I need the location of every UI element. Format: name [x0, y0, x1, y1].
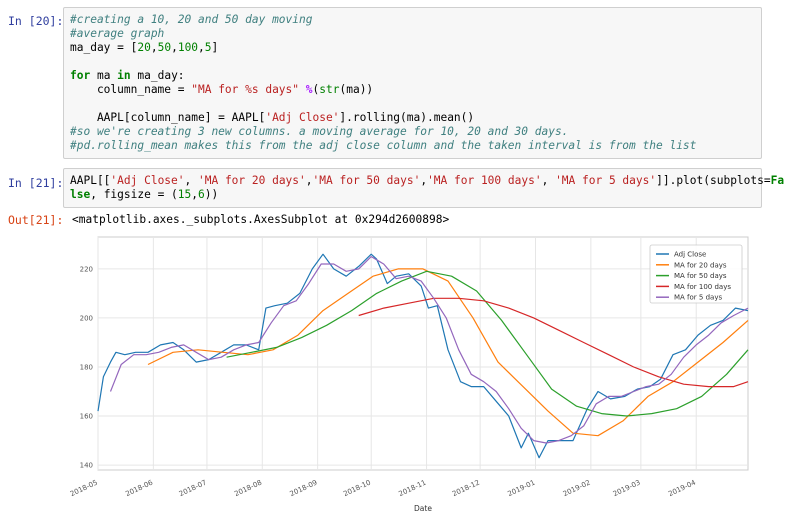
code-text: (ma)) [339, 83, 374, 96]
code-comment: #pd.rolling_mean makes this from the adj… [70, 139, 697, 152]
y-tick-label: 180 [80, 363, 93, 371]
legend-label: MA for 20 days [674, 261, 727, 269]
code-text: , figsize = ( [90, 188, 178, 201]
code-text: )) [204, 188, 219, 201]
x-tick-label: 2018-11 [398, 479, 428, 499]
code-keyword: in [117, 69, 131, 82]
y-tick-label: 160 [80, 413, 93, 421]
x-tick-label: 2018-10 [342, 479, 372, 499]
y-tick-label: 200 [80, 314, 93, 322]
x-tick-label: 2018-06 [124, 478, 154, 498]
code-editor-21[interactable]: AAPL[['Adj Close', 'MA for 20 days','MA … [63, 168, 784, 208]
series-line [226, 270, 749, 417]
legend-label: MA for 50 days [674, 272, 727, 280]
legend-box [649, 244, 743, 304]
code-string: 'Adj Close' [265, 111, 340, 124]
code-number: 50 [157, 41, 172, 54]
y-tick-label: 140 [80, 462, 93, 470]
x-tick-label: 2018-08 [233, 479, 263, 499]
code-operator: % [299, 83, 313, 96]
code-text: , [541, 174, 556, 187]
code-number: 6 [198, 188, 205, 201]
code-text: , [184, 174, 198, 187]
legend-label: Adj Close [674, 251, 706, 259]
code-text: ( [312, 83, 320, 96]
code-text: AAPL[column_name] = AAPL[ [70, 111, 266, 124]
x-axis-label: Date [414, 504, 432, 512]
x-tick-label: 2018-07 [178, 479, 208, 499]
x-tick-label: 2019-02 [562, 479, 592, 499]
code-text: , [150, 41, 158, 54]
y-tick-label: 220 [80, 265, 93, 273]
input-prompt-20: In [20]: [8, 14, 64, 28]
code-text: , [171, 41, 178, 54]
plot-frame [97, 236, 749, 471]
code-text: , [420, 174, 428, 187]
x-tick-label: 2018-12 [451, 479, 481, 499]
plot-output: 140 160 180 200 220 2018-05 2018-06 2018-07 2018… [69, 232, 760, 516]
code-string: 'MA for 5 days' [555, 174, 657, 187]
output-text: <matplotlib.axes._subplots.AxesSubplot a… [72, 213, 450, 226]
code-text: ].rolling(ma).mean() [339, 111, 475, 124]
code-text: ma_day = [ [70, 41, 138, 54]
code-text: ma_day: [130, 69, 185, 82]
code-text: AAPL[[ [70, 174, 111, 187]
x-tick-label: 2019-03 [612, 479, 642, 499]
code-text: , [305, 174, 313, 187]
legend-label: MA for 100 days [674, 283, 731, 291]
series-line [147, 268, 749, 437]
x-tick-label: 2019-01 [506, 479, 536, 499]
code-string: 'Adj Close' [110, 174, 185, 187]
code-text: ] [211, 41, 219, 54]
code-comment: #creating a 10, 20 and 50 day moving [70, 13, 313, 26]
code-text: column_name = [70, 83, 192, 96]
code-string: 'MA for 50 days' [312, 174, 421, 187]
code-number: 100 [177, 41, 199, 54]
code-keyword: Fa [770, 174, 785, 187]
code-string: 'MA for 20 days' [198, 174, 306, 187]
legend-label: MA for 5 days [674, 294, 722, 302]
code-number: 20 [137, 41, 151, 54]
x-tick-label: 2018-05 [70, 479, 99, 499]
input-prompt-21: In [21]: [8, 176, 64, 190]
code-keyword: for [70, 69, 91, 82]
code-builtin: str [319, 83, 340, 96]
code-string: 'MA for 100 days' [427, 174, 542, 187]
code-comment: #so we're creating 3 new columns. a movi… [70, 125, 569, 138]
x-tick-label: 2018-09 [289, 479, 319, 499]
code-comment: #average graph [70, 27, 165, 40]
code-text: ]].plot(subplots= [656, 174, 771, 187]
line-chart: 140 160 180 200 220 2018-05 2018-06 2018-07 2018… [69, 236, 749, 513]
output-prompt-21: Out[21]: [8, 213, 64, 227]
code-number: 15 [177, 188, 192, 201]
series-line [109, 256, 749, 444]
code-text: ma [90, 69, 118, 82]
code-editor-20[interactable]: #creating a 10, 20 and 50 day moving #av… [63, 7, 762, 159]
code-number: 5 [204, 41, 212, 54]
series-line [358, 297, 749, 388]
code-keyword: lse [70, 188, 91, 201]
x-tick-label: 2019-04 [667, 478, 697, 498]
code-text: , [191, 188, 199, 201]
code-text: , [198, 41, 205, 54]
code-string: "MA for %s days" [191, 83, 300, 96]
